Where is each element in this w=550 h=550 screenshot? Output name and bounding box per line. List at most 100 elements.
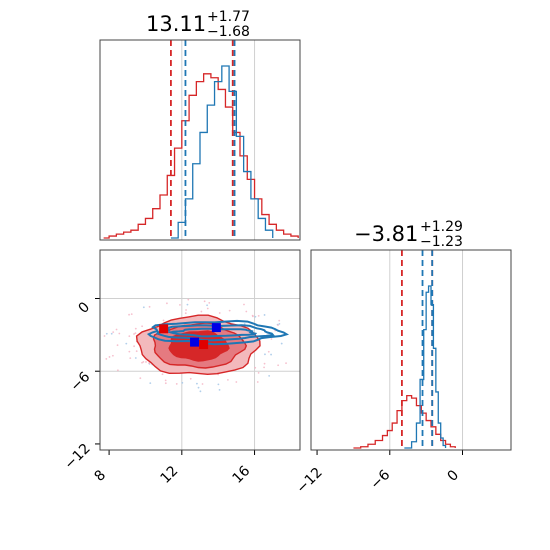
param2-title: −3.81 [354,222,418,246]
param1-title-plus: +1.77 [207,9,250,25]
scatter-point [196,382,198,385]
density-contour [155,324,275,342]
y-tick-label: 0 [76,299,94,317]
scatter-point [179,303,181,306]
scatter-point [175,383,178,385]
marker-square [199,340,209,350]
param1-title-value: 13.11 [146,12,206,36]
scatter-point [252,315,254,318]
histogram-series-line [353,395,456,449]
scatter-point [203,300,206,303]
axes-frame [310,249,512,451]
scatter-point [254,366,257,369]
scatter-point [228,309,231,312]
scatter-point [128,335,131,338]
histogram-param2-panel [310,249,512,455]
scatter-point [257,314,260,317]
density-contour [146,319,290,346]
scatter-point [110,332,113,335]
scatter-point [226,378,229,381]
scatter-point [245,310,248,313]
scatter-point [200,310,203,313]
x-tick-label: −12 [294,465,326,497]
scatter-point [111,354,114,357]
scatter-point [148,305,151,308]
scatter-point [112,331,115,334]
scatter-point [128,313,130,316]
scatter-point [142,361,145,363]
scatter-point [197,386,200,389]
param2-title-plus: +1.29 [420,219,463,235]
histogram-param1-panel [99,39,301,241]
scatter-point [116,369,119,372]
scatter-point [164,379,167,382]
param2-title-value: −3.81 [354,222,418,246]
axes-frame [99,39,301,241]
scatter-point [268,374,271,377]
scatter-point [206,304,208,307]
x-tick-label: 0 [445,467,463,485]
scatter-point [105,358,108,360]
scatter-point [243,303,245,306]
scatter-point [161,373,164,376]
scatter-point [278,319,281,322]
scatter-point [134,332,137,335]
scatter-point [141,361,143,364]
scatter-point [184,312,187,315]
scatter-point [280,342,283,345]
scatter-point [199,390,202,393]
param2-title-minus: −1.23 [420,234,463,250]
scatter-point [133,333,135,335]
histogram-series-line [404,285,447,449]
scatter-point [133,345,135,348]
param1-title: 13.11 [146,12,206,36]
histogram-series-line [103,73,299,239]
scatter-point [208,302,211,304]
scatter-point [186,303,189,306]
scatter-point [285,362,287,365]
scatter-point [267,350,270,353]
scatter-point [164,382,167,385]
scatter-point [148,362,150,365]
scatter-point [139,377,142,380]
scatter-point [108,356,111,358]
scatter-point [277,324,279,326]
marker-square [190,337,200,347]
scatter-point [189,377,192,380]
scatter-point [254,315,257,318]
scatter-point [257,371,260,374]
scatter-point [263,362,266,365]
y-tick-label: −12 [62,441,94,473]
axes-frame [99,249,301,451]
scatter-point [116,344,119,347]
histogram-series-line [170,65,274,239]
scatter-point [141,325,144,328]
scatter-point [277,364,280,367]
marker-square [159,324,169,334]
scatter-point [142,306,145,309]
scatter-point [235,381,238,383]
scatter-point [201,383,204,385]
scatter-point [149,382,152,385]
scatter-point [134,327,137,330]
scatter-point [128,350,131,353]
scatter-point [264,353,266,356]
scatter-point [162,319,165,322]
scatter-point [206,307,209,310]
x-tick-label: 12 [158,463,182,487]
scatter-point [166,302,168,305]
scatter-point [185,309,187,311]
scatter-point [145,361,147,363]
scatter-point [187,298,190,301]
scatter-point [181,381,184,384]
scatter-point [105,332,108,335]
x-tick-label: 16 [230,463,254,487]
param1-title-minus: −1.68 [207,24,250,40]
scatter-point [270,353,272,356]
scatter-point [118,332,121,335]
scatter-point [217,383,220,386]
joint-density-panel [95,249,301,455]
scatter-point [125,342,128,345]
scatter-point [134,357,137,359]
